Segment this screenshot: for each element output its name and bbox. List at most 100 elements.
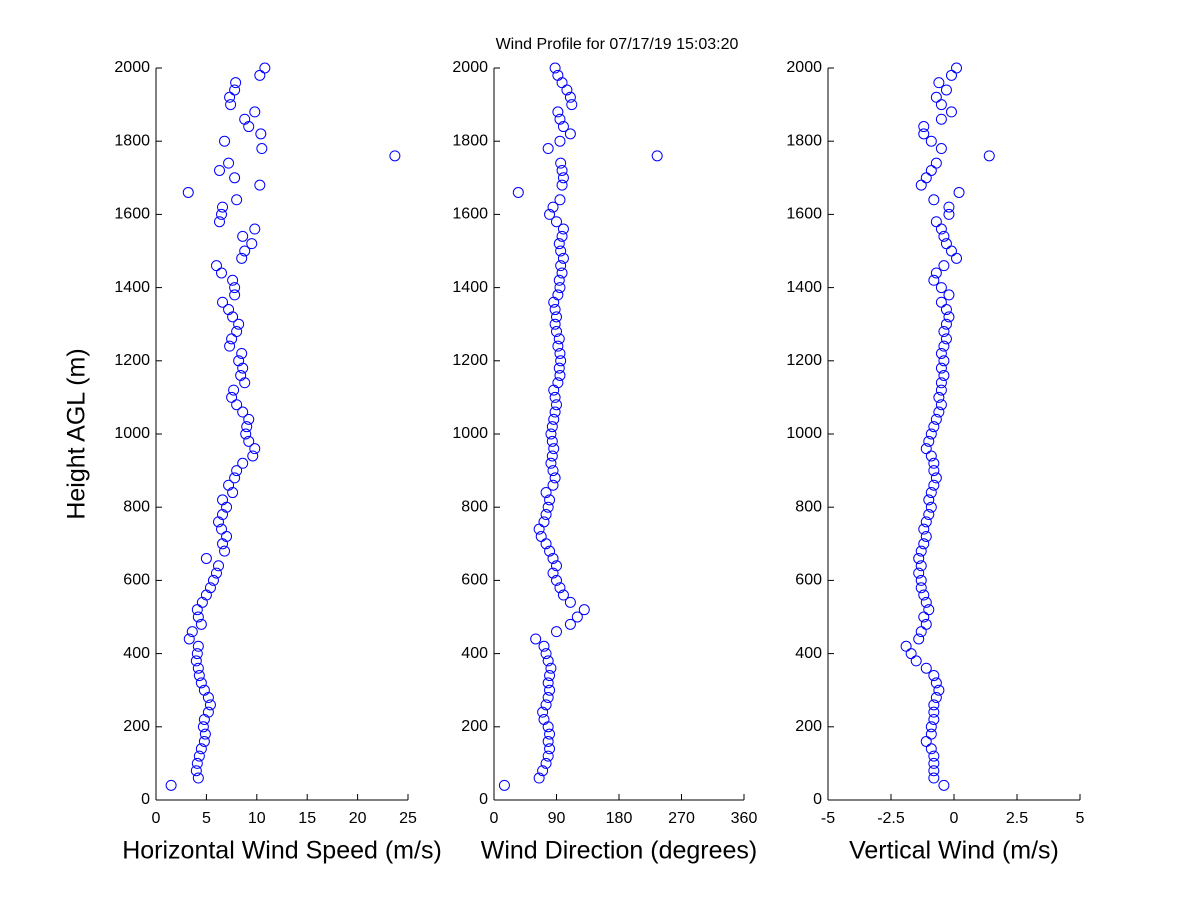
point (259, 62, 271, 74)
point (555, 260, 567, 272)
point (943, 201, 955, 213)
point (190, 765, 202, 777)
point (217, 201, 229, 213)
point (199, 728, 211, 740)
point (207, 574, 219, 586)
point (548, 443, 560, 455)
point (202, 706, 214, 718)
point (928, 479, 940, 491)
x-tick-label: 10 (248, 810, 266, 827)
point (935, 282, 947, 294)
x-tick-label: 180 (606, 810, 633, 827)
point (930, 216, 942, 228)
point (551, 574, 562, 586)
point (542, 677, 554, 689)
point (943, 208, 955, 220)
point (551, 326, 562, 338)
y-tick-label: 1000 (114, 425, 150, 442)
point (544, 684, 556, 696)
point (935, 399, 947, 411)
point (925, 721, 937, 733)
figure-title: Wind Profile for 07/17/19 15:03:20 (496, 36, 739, 53)
point (237, 406, 249, 418)
point (905, 648, 917, 660)
point (195, 677, 207, 689)
point (538, 640, 550, 652)
point (236, 252, 248, 264)
point (540, 509, 552, 521)
point (182, 186, 194, 198)
point (540, 648, 552, 660)
point (930, 677, 942, 689)
point (564, 91, 576, 103)
point (200, 552, 212, 564)
point (925, 743, 937, 755)
point (554, 369, 566, 381)
x-tick-label: 90 (548, 810, 566, 827)
point (542, 655, 554, 667)
point (229, 84, 241, 96)
point (925, 487, 937, 499)
point (229, 282, 241, 294)
point (192, 772, 204, 784)
point (938, 230, 950, 242)
y-tick-label: 1200 (114, 352, 150, 369)
y-tick-label: 1400 (452, 279, 488, 296)
point (195, 743, 207, 755)
point (940, 318, 952, 330)
y-tick-label: 1800 (786, 132, 822, 149)
point (557, 172, 569, 184)
point (239, 245, 251, 257)
point (564, 618, 576, 630)
point (923, 494, 935, 506)
point (538, 516, 550, 528)
point (231, 465, 243, 477)
point (925, 135, 937, 147)
point (913, 567, 925, 579)
point (938, 340, 950, 352)
point (555, 355, 567, 367)
point (193, 750, 205, 762)
point (230, 77, 242, 89)
point (389, 150, 401, 162)
point (223, 157, 235, 169)
x-tick-label: 20 (349, 810, 367, 827)
point (246, 238, 258, 250)
point (928, 757, 940, 769)
point (225, 99, 237, 111)
point (928, 457, 940, 469)
point (566, 99, 578, 111)
point (210, 260, 222, 272)
point (191, 648, 203, 660)
point (535, 530, 547, 542)
point (554, 113, 566, 125)
point (945, 245, 957, 257)
point (192, 662, 204, 674)
point (192, 640, 204, 652)
point (930, 157, 942, 169)
point (945, 69, 957, 81)
x-tick-label: 2.5 (1006, 810, 1028, 827)
point (935, 143, 947, 155)
point (556, 164, 568, 176)
point (554, 194, 566, 206)
y-tick-label: 600 (461, 572, 488, 589)
point (920, 172, 932, 184)
point (547, 552, 559, 564)
x-tick-label: 15 (298, 810, 316, 827)
point (578, 604, 590, 616)
point (915, 574, 927, 586)
point (498, 779, 510, 791)
point (198, 735, 210, 747)
point (928, 765, 940, 777)
y-tick-label: 2000 (452, 59, 488, 76)
point (930, 91, 942, 103)
point (928, 670, 940, 682)
point (951, 252, 963, 264)
point (551, 216, 562, 228)
point (923, 435, 935, 447)
point (920, 530, 932, 542)
y-tick-label: 200 (795, 718, 822, 735)
